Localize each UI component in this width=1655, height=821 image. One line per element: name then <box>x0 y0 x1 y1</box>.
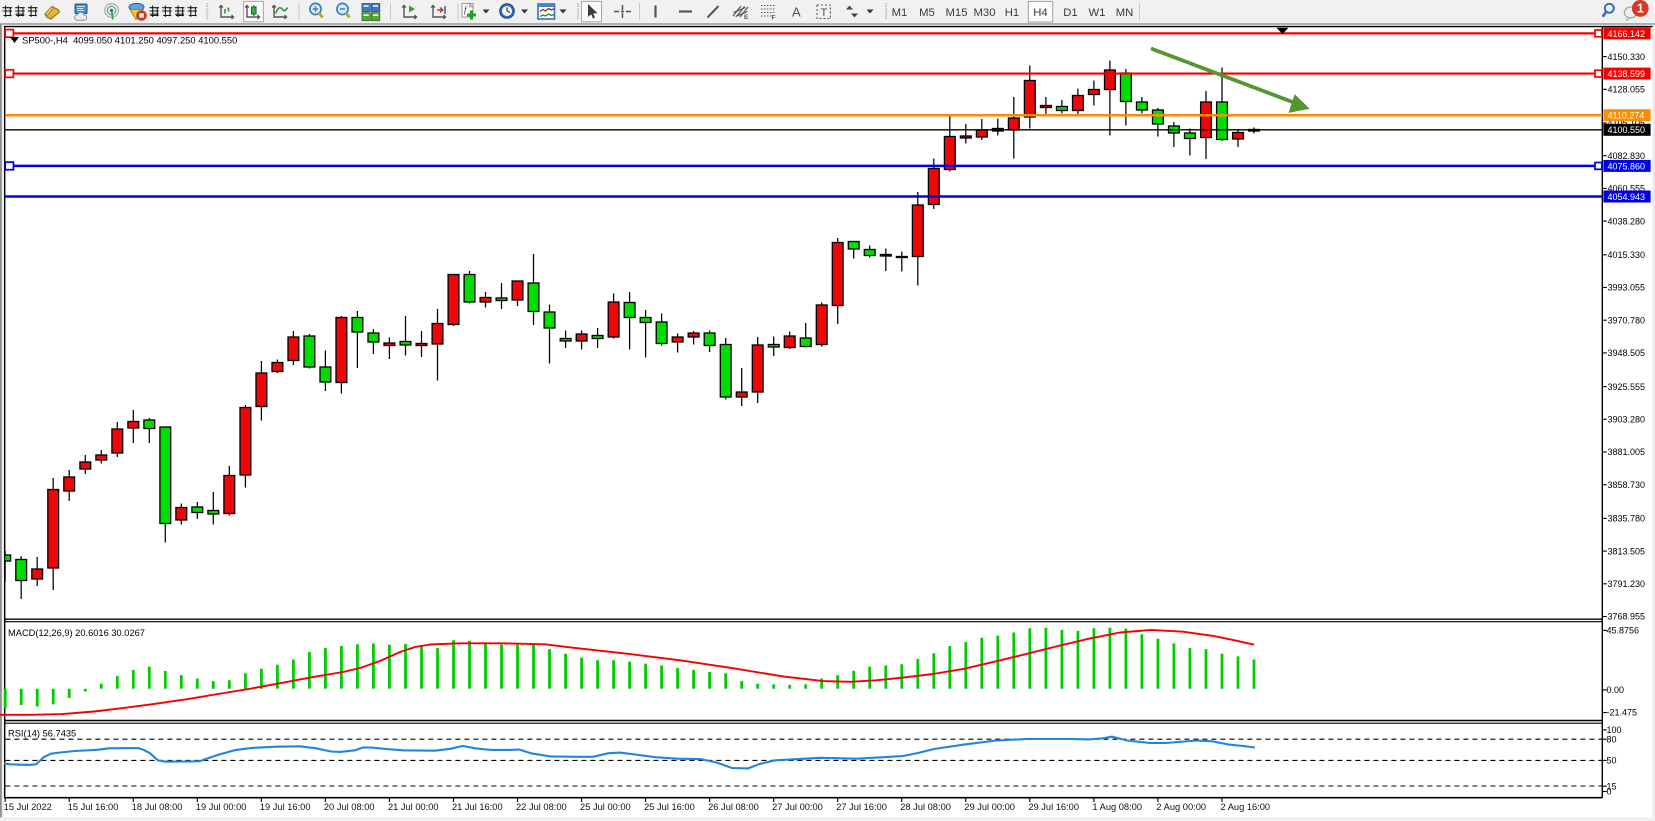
svg-text:M30: M30 <box>974 7 996 19</box>
svg-text:4128.055: 4128.055 <box>1608 85 1646 95</box>
svg-text:W1: W1 <box>1089 7 1106 19</box>
svg-text:3858.730: 3858.730 <box>1608 480 1646 490</box>
svg-text:1 Aug 08:00: 1 Aug 08:00 <box>1092 802 1142 812</box>
svg-text:4166.142: 4166.142 <box>1608 29 1646 39</box>
svg-text:3813.505: 3813.505 <box>1608 546 1646 556</box>
svg-text:25 Jul 16:00: 25 Jul 16:00 <box>644 802 695 812</box>
svg-text:26 Jul 08:00: 26 Jul 08:00 <box>708 802 759 812</box>
svg-text:22 Jul 08:00: 22 Jul 08:00 <box>516 802 567 812</box>
svg-text:-21.475: -21.475 <box>1607 708 1638 718</box>
svg-text:50: 50 <box>1607 756 1617 766</box>
svg-text:29 Jul 16:00: 29 Jul 16:00 <box>1028 802 1079 812</box>
svg-text:4100.550: 4100.550 <box>1608 125 1646 135</box>
svg-text:MN: MN <box>1116 7 1134 19</box>
svg-text:3970.780: 3970.780 <box>1608 315 1646 325</box>
svg-text:4138.599: 4138.599 <box>1608 69 1646 79</box>
svg-text:3768.955: 3768.955 <box>1608 612 1646 622</box>
svg-text:M5: M5 <box>919 7 935 19</box>
svg-text:M1: M1 <box>892 7 908 19</box>
svg-text:21 Jul 16:00: 21 Jul 16:00 <box>452 802 503 812</box>
svg-text:27 Jul 00:00: 27 Jul 00:00 <box>772 802 823 812</box>
svg-text:3993.055: 3993.055 <box>1608 283 1646 293</box>
svg-text:27 Jul 16:00: 27 Jul 16:00 <box>836 802 887 812</box>
svg-text:MACD(12,26,9) 20.6016 30.0267: MACD(12,26,9) 20.6016 30.0267 <box>8 628 145 638</box>
svg-text:3881.005: 3881.005 <box>1608 447 1646 457</box>
svg-text:45.8756: 45.8756 <box>1607 626 1640 636</box>
svg-text:4150.330: 4150.330 <box>1608 52 1646 62</box>
svg-text:2 Aug 00:00: 2 Aug 00:00 <box>1156 802 1206 812</box>
svg-text:28 Jul 08:00: 28 Jul 08:00 <box>900 802 951 812</box>
svg-text:A: A <box>792 5 801 20</box>
svg-text:4082.830: 4082.830 <box>1608 151 1646 161</box>
svg-text:3925.555: 3925.555 <box>1608 382 1646 392</box>
svg-text:H1: H1 <box>1005 7 1019 19</box>
svg-text:19 Jul 16:00: 19 Jul 16:00 <box>260 802 311 812</box>
svg-text:F: F <box>772 15 776 22</box>
svg-text:SP500-,H4 4099.050 4101.250 4: SP500-,H4 4099.050 4101.250 4097.250 410… <box>22 35 237 46</box>
svg-text:4015.330: 4015.330 <box>1608 250 1646 260</box>
svg-text:M15: M15 <box>946 7 968 19</box>
svg-text:D1: D1 <box>1063 7 1077 19</box>
svg-text:25 Jul 00:00: 25 Jul 00:00 <box>580 802 631 812</box>
svg-text:4075.860: 4075.860 <box>1608 161 1646 171</box>
svg-text:19 Jul 00:00: 19 Jul 00:00 <box>196 802 247 812</box>
svg-text:T: T <box>821 7 828 19</box>
svg-text:15 Jul 2022: 15 Jul 2022 <box>4 802 52 812</box>
svg-text:21 Jul 00:00: 21 Jul 00:00 <box>388 802 439 812</box>
svg-text:4105.105: 4105.105 <box>1608 118 1646 128</box>
svg-text:15: 15 <box>1607 781 1617 791</box>
svg-text:0: 0 <box>1607 787 1612 797</box>
svg-text:3903.280: 3903.280 <box>1608 415 1646 425</box>
svg-text:3948.505: 3948.505 <box>1608 348 1646 358</box>
svg-text:80: 80 <box>1607 734 1617 744</box>
svg-text:29 Jul 00:00: 29 Jul 00:00 <box>964 802 1015 812</box>
svg-text:4038.280: 4038.280 <box>1608 216 1646 226</box>
svg-text:RSI(14) 56.7435: RSI(14) 56.7435 <box>8 729 76 739</box>
svg-text:f: f <box>464 5 468 15</box>
svg-text:E: E <box>744 14 749 21</box>
svg-text:4110.274: 4110.274 <box>1608 111 1645 121</box>
svg-text:4054.943: 4054.943 <box>1608 192 1646 202</box>
svg-text:2 Aug 16:00: 2 Aug 16:00 <box>1220 802 1270 812</box>
svg-text:4060.555: 4060.555 <box>1608 184 1646 194</box>
svg-text:3791.230: 3791.230 <box>1608 579 1646 589</box>
svg-text:H4: H4 <box>1033 7 1047 19</box>
svg-text:18 Jul 08:00: 18 Jul 08:00 <box>132 802 183 812</box>
svg-text:3835.780: 3835.780 <box>1608 514 1646 524</box>
svg-text:20 Jul 08:00: 20 Jul 08:00 <box>324 802 375 812</box>
svg-text:0.00: 0.00 <box>1607 685 1625 695</box>
svg-text:15 Jul 16:00: 15 Jul 16:00 <box>68 802 119 812</box>
svg-text:1: 1 <box>1637 2 1644 16</box>
svg-text:100: 100 <box>1607 725 1622 735</box>
